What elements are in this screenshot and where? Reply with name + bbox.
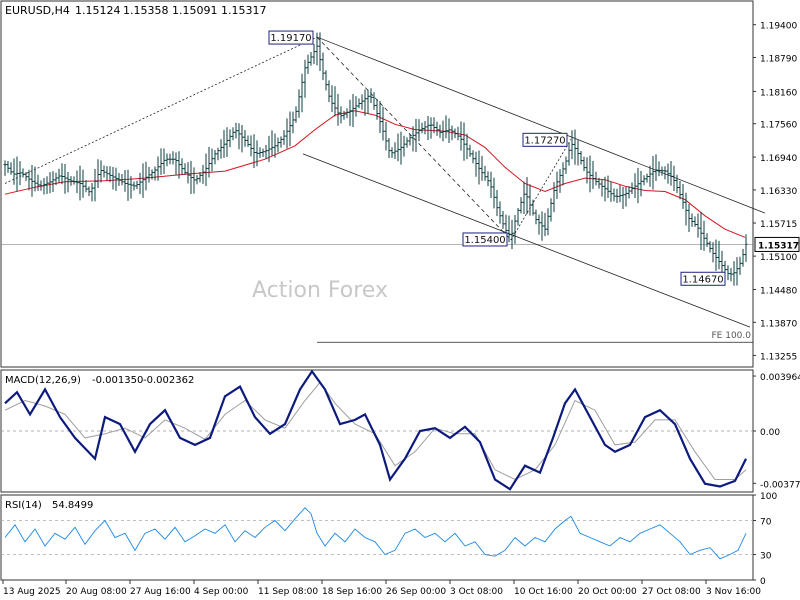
macd-main-line	[4, 369, 747, 491]
x-axis-label: 27 Aug 16:00	[130, 587, 191, 597]
trendline-solid	[302, 153, 751, 328]
macd-header: MACD(12,26,9) -0.001350 -0.002362	[5, 375, 194, 386]
pivot-label-box	[522, 132, 568, 147]
trendline-dotted	[510, 139, 572, 241]
rsi-axis-label: 100	[760, 492, 777, 502]
high-value: 1.15358	[123, 4, 169, 17]
last-price-label: 1.15317	[758, 241, 799, 251]
price-axis-label: 1.15715	[760, 220, 797, 230]
price-axis-label: 1.18790	[760, 55, 797, 65]
pivot-label: 1.17270	[524, 135, 565, 146]
pivot-label: 1.14670	[682, 274, 723, 285]
rsi-title: RSI(14)	[5, 500, 42, 511]
x-axis-label: 3 Nov 16:00	[706, 587, 761, 597]
macd-signal-value: -0.002362	[143, 375, 194, 386]
x-axis-label: 26 Sep 00:00	[386, 587, 446, 597]
rsi-header: RSI(14) 54.8499	[5, 500, 93, 511]
x-axis-label: 11 Sep 08:00	[258, 587, 318, 597]
macd-axis-label: 0.003964	[760, 373, 800, 383]
x-axis-label: 20 Oct 00:00	[578, 587, 637, 597]
price-header: EURUSD,H4 1.15124 1.15358 1.15091 1.1531…	[5, 4, 267, 17]
trendline-dotted	[4, 36, 318, 184]
watermark: Action Forex	[252, 278, 388, 303]
x-axis-label: 18 Sep 16:00	[322, 587, 382, 597]
low-value: 1.15091	[172, 4, 218, 17]
rsi-axis-label: 30	[760, 552, 772, 562]
price-axis-label: 1.14480	[760, 286, 797, 296]
pivot-label-box	[462, 232, 508, 247]
price-axis-label: 1.16330	[760, 187, 797, 197]
rsi-line	[4, 507, 747, 560]
price-panel	[0, 0, 754, 368]
macd-value: -0.001350	[92, 375, 143, 386]
close-value: 1.15317	[221, 4, 267, 17]
x-axis-label: 13 Aug 2025	[3, 587, 61, 597]
x-axis-label: 20 Aug 08:00	[66, 587, 127, 597]
price-axis-label: 1.13870	[760, 319, 797, 329]
x-axis-label: 3 Oct 08:00	[450, 587, 503, 597]
rsi-panel	[0, 494, 754, 581]
price-axis-label: 1.15100	[760, 253, 797, 263]
price-axis-label: 1.17560	[760, 121, 797, 131]
pivot-label: 1.19170	[270, 33, 311, 44]
macd-title: MACD(12,26,9)	[5, 375, 81, 386]
pivot-label-box	[680, 271, 726, 286]
symbol-label: EURUSD,H4	[5, 4, 70, 17]
open-value: 1.15124	[75, 4, 121, 17]
trendline-solid	[316, 36, 766, 214]
rsi-axis-label: 0	[760, 577, 766, 587]
last-price-box	[754, 236, 800, 252]
price-axis-label: 1.13255	[760, 352, 797, 362]
rsi-axis-label: 70	[760, 518, 772, 528]
pivot-label: 1.15400	[464, 235, 505, 246]
x-axis-label: 4 Sep 00:00	[194, 587, 249, 597]
pivot-label-box	[268, 30, 314, 45]
rsi-value: 54.8499	[52, 500, 93, 511]
fe-level-label: FE 100.0	[712, 331, 752, 341]
trendline-dashed	[316, 36, 512, 241]
macd-axis-label: 0.00	[760, 428, 780, 438]
macd-axis-label: -0.003774	[760, 480, 800, 490]
price-axis-label: 1.16940	[760, 154, 797, 164]
x-axis-label: 10 Oct 16:00	[514, 587, 573, 597]
x-axis-label: 27 Oct 08:00	[642, 587, 701, 597]
price-axis-label: 1.18160	[760, 88, 797, 98]
price-axis-label: 1.19400	[760, 22, 797, 32]
